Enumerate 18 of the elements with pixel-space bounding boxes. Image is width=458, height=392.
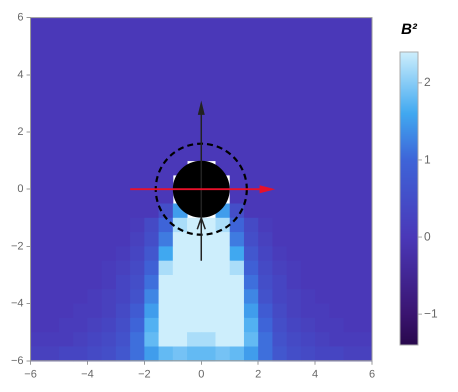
x-tick-label: 4: [312, 368, 318, 380]
y-tick-label: 6: [17, 12, 24, 24]
y-tick-label: −6: [10, 354, 24, 367]
color-bar-label: 0: [424, 229, 431, 244]
color-bar-label: −1: [424, 306, 438, 320]
x-tick-label: −4: [81, 368, 94, 380]
y-tick-label: 4: [17, 68, 24, 81]
x-tick-label: 2: [255, 368, 262, 380]
x-tick-label: 0: [198, 368, 204, 380]
y-tick-label: 0: [17, 183, 24, 196]
x-tick-label: 6: [368, 368, 376, 380]
color-bar-label: 2: [424, 75, 431, 90]
y-tick-label: 2: [17, 126, 24, 138]
color-bar-label: 1: [424, 152, 431, 166]
y-tick-label: −4: [10, 298, 24, 310]
x-tick-label: −2: [138, 368, 151, 380]
color-bar-title: B²: [401, 21, 418, 38]
y-tick-label: −2: [10, 240, 24, 252]
